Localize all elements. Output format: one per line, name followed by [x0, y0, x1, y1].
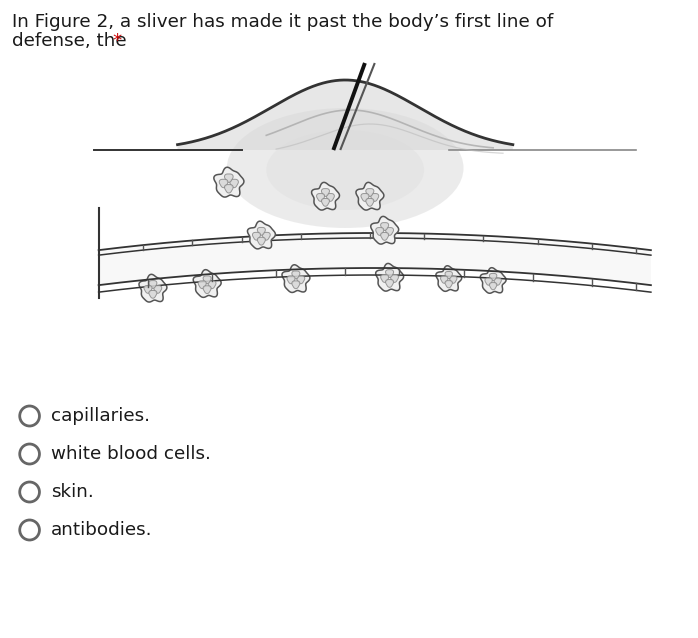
- Text: capillaries.: capillaries.: [51, 407, 150, 425]
- Polygon shape: [480, 268, 506, 293]
- Polygon shape: [208, 281, 216, 288]
- Polygon shape: [380, 223, 389, 230]
- Polygon shape: [177, 80, 513, 150]
- Polygon shape: [287, 276, 295, 284]
- Circle shape: [20, 482, 40, 502]
- Polygon shape: [366, 189, 374, 197]
- Polygon shape: [380, 232, 389, 241]
- Polygon shape: [485, 278, 492, 285]
- Polygon shape: [292, 271, 300, 279]
- Polygon shape: [311, 182, 339, 210]
- Polygon shape: [366, 198, 374, 206]
- Polygon shape: [149, 290, 157, 298]
- Polygon shape: [292, 281, 300, 288]
- Polygon shape: [494, 278, 501, 285]
- Polygon shape: [262, 232, 270, 240]
- Polygon shape: [144, 286, 152, 293]
- Text: antibodies.: antibodies.: [51, 521, 153, 539]
- Polygon shape: [203, 286, 211, 293]
- Polygon shape: [198, 281, 207, 288]
- Polygon shape: [139, 274, 167, 302]
- Polygon shape: [445, 281, 452, 288]
- Polygon shape: [258, 227, 265, 235]
- Polygon shape: [297, 276, 305, 284]
- Text: *: *: [112, 32, 121, 50]
- Polygon shape: [489, 274, 497, 281]
- Polygon shape: [322, 189, 329, 197]
- Polygon shape: [376, 263, 403, 291]
- Polygon shape: [225, 174, 233, 182]
- Polygon shape: [219, 179, 228, 188]
- Polygon shape: [258, 237, 265, 245]
- Polygon shape: [440, 276, 448, 283]
- Polygon shape: [98, 233, 651, 285]
- Polygon shape: [390, 274, 399, 283]
- Polygon shape: [385, 270, 394, 278]
- Circle shape: [20, 520, 40, 540]
- Polygon shape: [436, 266, 461, 292]
- Text: white blood cells.: white blood cells.: [51, 445, 211, 463]
- Polygon shape: [371, 216, 399, 244]
- Polygon shape: [361, 193, 369, 202]
- Ellipse shape: [266, 130, 424, 210]
- Text: In Figure 2, a sliver has made it past the body’s first line of: In Figure 2, a sliver has made it past t…: [12, 13, 553, 31]
- Polygon shape: [317, 193, 325, 202]
- Polygon shape: [489, 283, 497, 290]
- Text: skin.: skin.: [51, 483, 94, 501]
- Polygon shape: [450, 276, 457, 283]
- Text: defense, the: defense, the: [12, 32, 133, 50]
- Polygon shape: [322, 198, 329, 206]
- Polygon shape: [154, 286, 162, 293]
- Polygon shape: [385, 279, 394, 287]
- Circle shape: [20, 444, 40, 464]
- Polygon shape: [445, 272, 452, 279]
- Polygon shape: [282, 265, 310, 292]
- Polygon shape: [380, 274, 389, 283]
- Polygon shape: [248, 221, 276, 249]
- Polygon shape: [253, 232, 260, 240]
- Polygon shape: [230, 179, 239, 188]
- Polygon shape: [214, 167, 244, 197]
- Polygon shape: [385, 228, 394, 235]
- Polygon shape: [371, 193, 379, 202]
- Polygon shape: [225, 184, 233, 193]
- Circle shape: [20, 406, 40, 426]
- Polygon shape: [203, 276, 211, 284]
- Polygon shape: [149, 281, 157, 288]
- Polygon shape: [356, 182, 384, 210]
- Ellipse shape: [227, 108, 463, 228]
- Polygon shape: [193, 270, 221, 297]
- Polygon shape: [376, 228, 384, 235]
- Polygon shape: [327, 193, 334, 202]
